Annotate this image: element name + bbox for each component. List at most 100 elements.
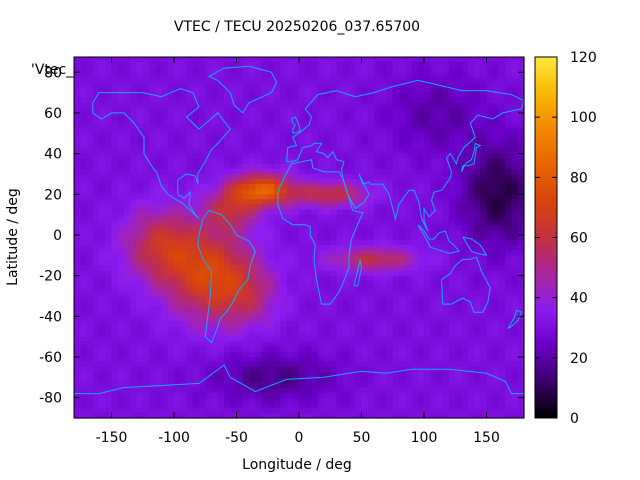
heatmap-cell: [492, 153, 500, 160]
heatmap-cell: [261, 158, 269, 165]
heatmap-cell: [174, 118, 181, 124]
heatmap-cell: [361, 163, 369, 170]
heatmap-cell: [430, 260, 438, 267]
heatmap-cell: [174, 250, 181, 256]
heatmap-cell: [130, 148, 138, 155]
heatmap-cell: [480, 189, 488, 195]
heatmap-cell: [361, 295, 369, 302]
heatmap-cell: [149, 367, 156, 373]
heatmap-cell: [167, 112, 175, 119]
heatmap-cell: [249, 367, 256, 373]
heatmap-cell: [330, 387, 338, 394]
heatmap-cell: [292, 179, 300, 185]
heatmap-cell: [405, 306, 413, 312]
heatmap-cell: [405, 265, 413, 272]
heatmap-cell: [311, 240, 319, 246]
heatmap-cell: [274, 280, 281, 287]
heatmap-cell: [436, 285, 444, 292]
heatmap-cell: [217, 290, 225, 297]
heatmap-cell: [386, 306, 394, 312]
heatmap-cell: [199, 168, 206, 175]
heatmap-cell: [124, 138, 131, 145]
heatmap-cell: [186, 138, 194, 145]
heatmap-cell: [455, 204, 463, 211]
heatmap-cell: [430, 240, 438, 246]
heatmap-cell: [136, 107, 144, 114]
heatmap-cell: [411, 97, 419, 104]
heatmap-cell: [205, 133, 213, 139]
heatmap-cell: [86, 245, 94, 251]
heatmap-cell: [105, 123, 113, 129]
heatmap-cell: [486, 92, 494, 99]
heatmap-cell: [224, 356, 231, 363]
heatmap-cell: [180, 153, 188, 160]
heatmap-cell: [111, 184, 119, 190]
heatmap-cell: [274, 128, 281, 134]
heatmap-cell: [280, 72, 288, 78]
heatmap-cell: [411, 209, 419, 216]
heatmap-cell: [86, 118, 94, 124]
heatmap-cell: [155, 275, 163, 282]
heatmap-cell: [230, 214, 238, 221]
heatmap-cell: [99, 270, 106, 277]
heatmap-cell: [186, 72, 194, 78]
heatmap-cell: [392, 128, 400, 134]
heatmap-cell: [111, 143, 119, 150]
heatmap-cell: [455, 229, 463, 236]
heatmap-cell: [480, 250, 488, 256]
heatmap-cell: [330, 224, 338, 231]
heatmap-cell: [517, 82, 525, 89]
heatmap-cell: [111, 290, 119, 297]
heatmap-cell: [336, 362, 344, 368]
heatmap-cell: [124, 336, 131, 343]
heatmap-cell: [142, 143, 150, 150]
heatmap-cell: [374, 265, 381, 272]
heatmap-cell: [124, 87, 131, 94]
heatmap-cell: [436, 280, 444, 287]
heatmap-cell: [311, 128, 319, 134]
heatmap-cell: [180, 102, 188, 109]
heatmap-cell: [105, 82, 113, 89]
heatmap-cell: [380, 163, 388, 170]
heatmap-cell: [180, 123, 188, 129]
heatmap-cell: [242, 280, 250, 287]
heatmap-cell: [155, 229, 163, 236]
heatmap-cell: [105, 163, 113, 170]
heatmap-cell: [180, 362, 188, 368]
heatmap-cell: [517, 336, 525, 343]
heatmap-cell: [511, 92, 519, 99]
heatmap-cell: [336, 158, 344, 165]
heatmap-cell: [417, 123, 425, 129]
heatmap-cell: [424, 77, 431, 84]
heatmap-cell: [449, 102, 456, 109]
heatmap-cell: [486, 377, 494, 384]
heatmap-cell: [217, 301, 225, 307]
heatmap-cell: [511, 356, 519, 363]
heatmap-cell: [336, 82, 344, 89]
heatmap-cell: [286, 72, 294, 78]
heatmap-cell: [436, 377, 444, 384]
heatmap-cell: [292, 219, 300, 226]
heatmap-cell: [299, 382, 306, 389]
heatmap-cell: [242, 209, 250, 216]
heatmap-cell: [292, 326, 300, 333]
heatmap-cell: [267, 234, 275, 241]
heatmap-cell: [86, 240, 94, 246]
heatmap-cell: [149, 311, 156, 317]
heatmap-cell: [242, 189, 250, 195]
heatmap-cell: [249, 143, 256, 150]
heatmap-cell: [480, 158, 488, 165]
heatmap-cell: [105, 199, 113, 206]
heatmap-cell: [305, 316, 313, 322]
heatmap-cell: [211, 214, 219, 221]
heatmap-cell: [117, 204, 125, 211]
heatmap-cell: [292, 209, 300, 216]
heatmap-cell: [142, 285, 150, 292]
heatmap-cell: [442, 97, 450, 104]
heatmap-cell: [186, 173, 194, 180]
heatmap-cell: [505, 295, 513, 302]
heatmap-cell: [380, 382, 388, 389]
heatmap-cell: [142, 351, 150, 358]
heatmap-cell: [236, 290, 244, 297]
heatmap-cell: [474, 92, 481, 99]
